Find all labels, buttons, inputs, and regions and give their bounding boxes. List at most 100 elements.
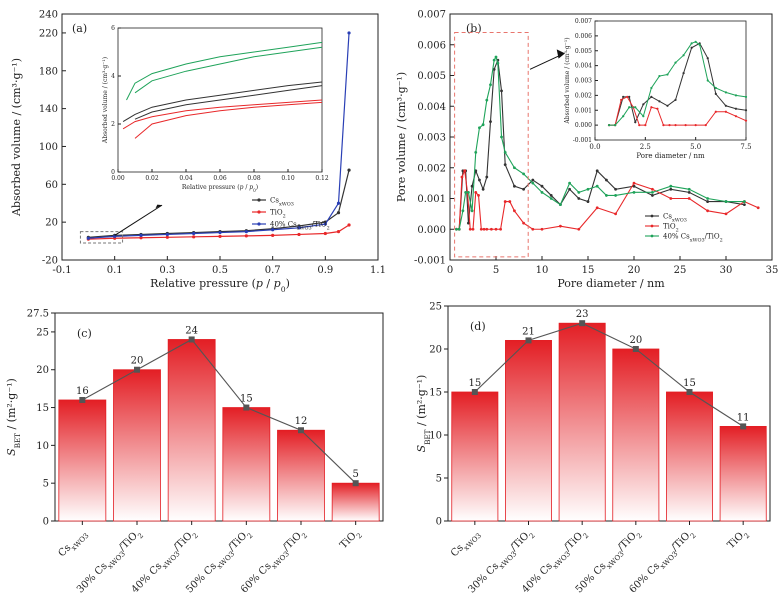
data-point: [513, 166, 516, 170]
data-label: 15: [468, 378, 481, 389]
data-point: [481, 123, 485, 127]
data-point: [467, 221, 470, 225]
data-point: [489, 83, 492, 87]
x-tick-label: 25: [674, 265, 687, 276]
data-point: [492, 58, 496, 62]
data-point: [464, 190, 468, 194]
data-point: [595, 184, 599, 188]
inset-x-tick-label: 0.00: [111, 175, 125, 182]
data-point: [706, 200, 709, 203]
value-marker: [298, 427, 304, 434]
y-tick-label: 20: [429, 345, 442, 356]
data-point: [658, 100, 661, 103]
data-point: [577, 197, 581, 200]
inset-series-line-a-2: [122, 81, 323, 123]
data-point: [706, 209, 709, 213]
data-point: [682, 71, 685, 75]
y-tick-label: 220: [39, 28, 58, 39]
value-marker: [525, 337, 532, 344]
data-point: [471, 227, 475, 231]
x-tick-label: 20: [628, 265, 641, 276]
legend-entry-a: TiO2​: [270, 209, 286, 220]
y-tick-label: 240: [39, 10, 58, 21]
data-point: [577, 227, 581, 231]
data-point: [559, 224, 562, 228]
y-tick-label: 20: [45, 218, 58, 229]
data-point: [244, 234, 248, 238]
data-point: [463, 169, 467, 173]
bar: [451, 391, 499, 522]
inset-x-tick-label: 0.10: [281, 175, 295, 182]
inset-x-tick-label: 0.12: [315, 175, 329, 182]
inset-x-tick-label: 0.08: [247, 175, 261, 182]
y-tick-label: 0: [43, 517, 49, 528]
data-point: [669, 184, 673, 188]
data-point: [336, 201, 341, 205]
y-axis-label-c: SBET / (m²·g⁻¹): [5, 378, 22, 456]
data-point: [744, 95, 748, 98]
value-marker: [79, 396, 86, 403]
data-point: [474, 150, 478, 154]
data-point: [605, 194, 608, 197]
inset-y-tick-label: 0.004: [575, 63, 592, 70]
data-point: [694, 40, 697, 43]
data-point: [724, 212, 728, 216]
inset-y-axis-label-b: Absorbed volume / (cm³·g⁻¹): [564, 37, 571, 124]
panel-d-bet-bar-chart: 0 5 10 15 20 25 SBET / (m²·g⁻¹) (d) 15 CsxWO​3​ 21…: [415, 302, 771, 596]
inset-x-axis-label-b: Pore diameter / nm: [636, 152, 705, 160]
value-marker: [579, 320, 586, 327]
data-label: 12: [295, 416, 308, 427]
inset-x-tick-label: 0.0: [589, 143, 600, 151]
panel-a-isotherm-chart: -0.1 0.1 0.3 0.5 0.7 0.9 1.1-20206010014018022…: [10, 10, 386, 294]
data-label: 15: [683, 378, 696, 389]
y-tick-label: 140: [39, 104, 58, 115]
x-tick-label: 0: [447, 265, 453, 276]
data-point: [513, 209, 516, 213]
data-point: [323, 222, 327, 226]
series-line-a-1: [88, 224, 350, 240]
data-point: [687, 190, 691, 194]
data-point: [297, 226, 301, 230]
data-point: [492, 67, 496, 71]
inset-series-line-a-0: [126, 41, 323, 101]
data-point: [634, 106, 637, 109]
inset-y-tick-label: 0.007: [575, 18, 592, 25]
data-point: [522, 221, 525, 225]
data-point: [477, 194, 480, 197]
y-tick-label: 0.001: [417, 194, 446, 205]
value-marker: [352, 480, 359, 487]
data-point: [734, 94, 738, 97]
panel-label-d: (d): [470, 320, 486, 333]
data-point: [347, 223, 351, 227]
bar: [58, 399, 107, 522]
inset-series-line-a-4: [122, 99, 323, 130]
data-label: 16: [76, 386, 89, 397]
data-point: [485, 98, 489, 102]
x-tick-label: 15: [582, 265, 595, 276]
inset-x-tick-label: 0.04: [179, 175, 193, 182]
data-point: [595, 206, 599, 210]
inset-y-tick-label: 4: [111, 73, 115, 80]
data-point: [658, 74, 661, 78]
data-point: [568, 181, 571, 185]
data-point: [503, 150, 507, 154]
y-axis-label-d: SBET / (m²·g⁻¹): [415, 375, 432, 453]
data-point: [455, 227, 458, 231]
data-point: [698, 43, 701, 46]
data-point: [86, 236, 90, 240]
value-marker: [686, 389, 693, 395]
data-point: [682, 54, 685, 57]
zoom-arrow-a: [114, 204, 163, 236]
data-point: [139, 233, 143, 237]
data-point: [336, 211, 341, 215]
data-point: [756, 206, 760, 210]
data-point: [650, 86, 653, 90]
y-tick-label: 25: [429, 302, 442, 313]
data-point: [540, 190, 544, 194]
data-label: 23: [576, 309, 589, 320]
data-point: [684, 124, 687, 127]
zoom-region-box-b: [454, 31, 529, 258]
data-point: [674, 61, 677, 64]
inset-x-tick-label: 0.02: [145, 175, 159, 182]
data-point: [568, 187, 571, 191]
